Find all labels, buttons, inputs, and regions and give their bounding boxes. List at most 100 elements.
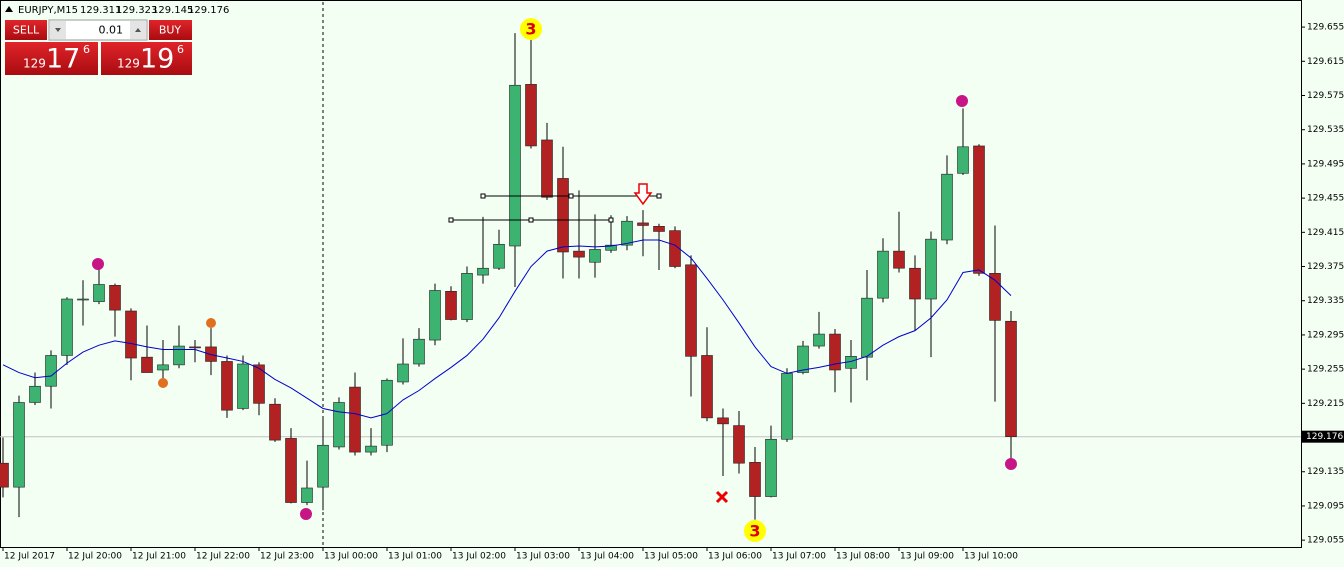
candle-body bbox=[125, 310, 137, 359]
symbol: EURJPY,M15 bbox=[18, 5, 78, 16]
candle-body bbox=[157, 364, 169, 371]
x-tick-label: 13 Jul 03:00 bbox=[516, 552, 570, 562]
y-tick-label: 129.335 bbox=[1307, 296, 1344, 306]
y-tick-label: 129.575 bbox=[1307, 91, 1344, 101]
y-tick-label: 129.375 bbox=[1307, 262, 1344, 272]
buy-big-figure: 129 bbox=[117, 57, 140, 71]
candle-body bbox=[29, 385, 41, 403]
y-tick-label: 129.095 bbox=[1307, 501, 1344, 511]
handle[interactable] bbox=[608, 217, 614, 223]
sell-pips: 17 bbox=[46, 44, 80, 75]
x-tick-label: 13 Jul 06:00 bbox=[708, 552, 762, 562]
candle-body bbox=[445, 291, 457, 320]
handle[interactable] bbox=[480, 193, 486, 199]
handle[interactable] bbox=[656, 193, 662, 199]
plot-frame bbox=[0, 0, 1302, 548]
y-tick-label: 129.655 bbox=[1307, 23, 1344, 33]
y-tick-label: 129.295 bbox=[1307, 330, 1344, 340]
candle-body bbox=[909, 267, 921, 300]
candle-body bbox=[397, 363, 409, 383]
handle[interactable] bbox=[568, 193, 574, 199]
y-tick-label: 129.055 bbox=[1307, 536, 1344, 546]
x-tick-label: 12 Jul 2017 bbox=[4, 552, 55, 562]
buy-pips: 19 bbox=[140, 44, 174, 75]
y-tick-label: 129.535 bbox=[1307, 125, 1344, 135]
candle-body bbox=[637, 222, 649, 226]
candle-body bbox=[541, 139, 553, 198]
cross-marker bbox=[715, 490, 729, 504]
header-close: 129.176 bbox=[188, 5, 229, 16]
candle-body bbox=[861, 297, 873, 358]
candle-body bbox=[957, 146, 969, 174]
candle-body bbox=[829, 333, 841, 371]
sell-label[interactable]: SELL bbox=[13, 24, 40, 37]
x-tick-label: 13 Jul 07:00 bbox=[772, 552, 826, 562]
candle-body bbox=[621, 220, 633, 246]
candle-body bbox=[669, 230, 681, 267]
header-icon bbox=[5, 6, 13, 12]
candle-body bbox=[269, 403, 281, 441]
lot-down-arrow bbox=[55, 28, 61, 32]
y-tick-label: 129.615 bbox=[1307, 57, 1344, 67]
x-tick-label: 12 Jul 20:00 bbox=[68, 552, 122, 562]
buy-price-box[interactable] bbox=[101, 42, 192, 75]
candle-body bbox=[365, 445, 377, 453]
candle-body bbox=[13, 402, 25, 488]
candle-body bbox=[653, 226, 665, 232]
candle-body bbox=[189, 346, 201, 349]
candle-body bbox=[893, 250, 905, 269]
signal-markers: 3 3 bbox=[92, 18, 1017, 542]
candle-body bbox=[573, 250, 585, 258]
handle[interactable] bbox=[528, 217, 534, 223]
candle-body bbox=[525, 84, 537, 147]
candle-body bbox=[973, 145, 985, 274]
buy-label[interactable]: BUY bbox=[159, 24, 182, 37]
candle-body bbox=[77, 298, 89, 301]
sell-price-box[interactable] bbox=[5, 42, 98, 75]
sell-button[interactable] bbox=[5, 20, 47, 40]
candle-body bbox=[813, 333, 825, 347]
candle-body bbox=[45, 355, 57, 387]
handle[interactable] bbox=[448, 217, 454, 223]
x-tick-label: 12 Jul 22:00 bbox=[196, 552, 250, 562]
sell-fraction: 6 bbox=[83, 43, 90, 56]
candle-body bbox=[221, 361, 233, 411]
candle-body bbox=[493, 243, 505, 269]
candle-body bbox=[349, 386, 361, 453]
candle-body bbox=[413, 338, 425, 365]
candle-body bbox=[925, 238, 937, 300]
lot-up-arrow bbox=[135, 28, 141, 32]
signal-dot bbox=[956, 95, 968, 107]
candle-body bbox=[605, 244, 617, 251]
y-tick-label: 129.455 bbox=[1307, 194, 1344, 204]
drawn-objects bbox=[448, 183, 729, 504]
signal-dot bbox=[158, 378, 168, 388]
candle-body bbox=[749, 462, 761, 497]
candle-body bbox=[1005, 320, 1017, 437]
header-open: 129.311 bbox=[80, 5, 121, 16]
candle-body bbox=[461, 273, 473, 320]
buy-button[interactable] bbox=[149, 20, 192, 40]
candle-body bbox=[141, 356, 153, 373]
x-tick-label: 12 Jul 23:00 bbox=[260, 552, 314, 562]
buy-fraction: 6 bbox=[177, 43, 184, 56]
sell-arrow bbox=[633, 183, 653, 206]
lot-field[interactable] bbox=[48, 19, 148, 41]
lot-value[interactable]: 0.01 bbox=[99, 24, 124, 37]
wave-circle bbox=[520, 18, 542, 40]
signal-dot bbox=[206, 318, 216, 328]
y-tick-label: 129.415 bbox=[1307, 228, 1344, 238]
candle-body bbox=[333, 402, 345, 448]
trade-panel: SELL 0.01 BUY 129 17 6 129 19 6 bbox=[5, 19, 192, 75]
signal-dot bbox=[92, 258, 104, 270]
current-price-box bbox=[1302, 430, 1344, 443]
candle-body bbox=[61, 298, 73, 356]
y-tick-label: 129.495 bbox=[1307, 159, 1344, 169]
x-tick-label: 13 Jul 02:00 bbox=[452, 552, 506, 562]
candle-body bbox=[429, 290, 441, 341]
candle-body bbox=[285, 438, 297, 503]
candle-body bbox=[109, 285, 121, 311]
signal-dot bbox=[300, 508, 312, 520]
